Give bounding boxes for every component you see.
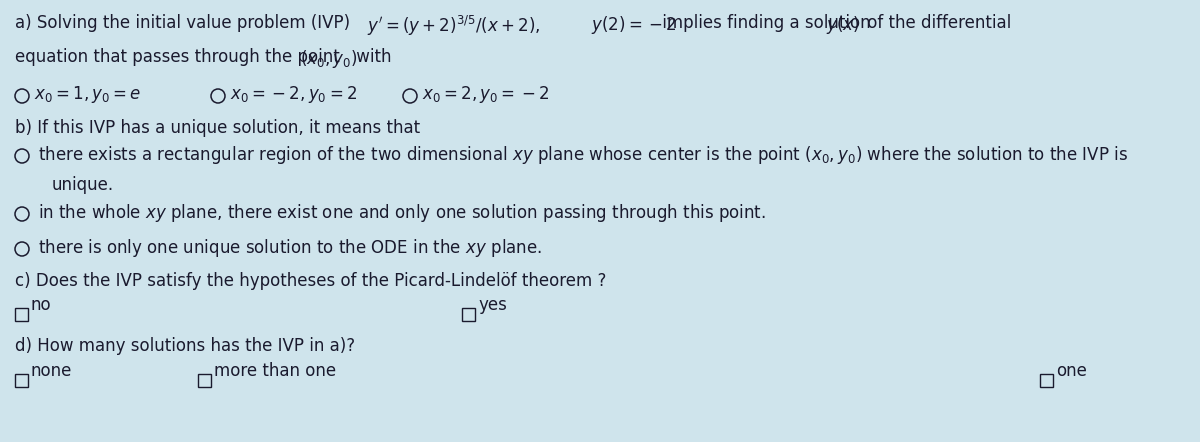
Text: there is only one unique solution to the ODE in the $xy$ plane.: there is only one unique solution to the…	[38, 237, 542, 259]
Text: $x_0 = -2, y_0 = 2$: $x_0 = -2, y_0 = 2$	[230, 84, 358, 105]
Text: implies finding a solution: implies finding a solution	[658, 14, 876, 32]
Text: in the whole $xy$ plane, there exist one and only one solution passing through t: in the whole $xy$ plane, there exist one…	[38, 202, 766, 224]
Text: of the differential: of the differential	[862, 14, 1012, 32]
Text: no: no	[31, 296, 52, 314]
Text: b) If this IVP has a unique solution, it means that: b) If this IVP has a unique solution, it…	[14, 119, 420, 137]
Text: one: one	[1056, 362, 1087, 380]
Text: $y(2) = -2$: $y(2) = -2$	[592, 14, 677, 36]
Text: $x_0 = 2, y_0 = -2$: $x_0 = 2, y_0 = -2$	[422, 84, 550, 105]
Text: $y' = (y + 2)^{3/5}/(x + 2),$: $y' = (y + 2)^{3/5}/(x + 2),$	[367, 14, 540, 38]
Text: a) Solving the initial value problem (IVP): a) Solving the initial value problem (IV…	[14, 14, 355, 32]
Text: d) How many solutions has the IVP in a)?: d) How many solutions has the IVP in a)?	[14, 337, 355, 355]
Text: unique.: unique.	[52, 176, 114, 194]
Text: with: with	[352, 48, 391, 66]
Text: there exists a rectangular region of the two dimensional $xy$ plane whose center: there exists a rectangular region of the…	[38, 144, 1128, 166]
Text: $y(x)$: $y(x)$	[826, 14, 859, 36]
Text: equation that passes through the point: equation that passes through the point	[14, 48, 346, 66]
Text: $x_0 = 1, y_0 = e$: $x_0 = 1, y_0 = e$	[34, 84, 142, 105]
Text: c) Does the IVP satisfy the hypotheses of the Picard-Lindelöf theorem ?: c) Does the IVP satisfy the hypotheses o…	[14, 272, 606, 290]
Text: none: none	[31, 362, 72, 380]
Text: yes: yes	[478, 296, 506, 314]
Text: more than one: more than one	[214, 362, 336, 380]
Text: $(x_0, y_0)$: $(x_0, y_0)$	[300, 48, 358, 70]
